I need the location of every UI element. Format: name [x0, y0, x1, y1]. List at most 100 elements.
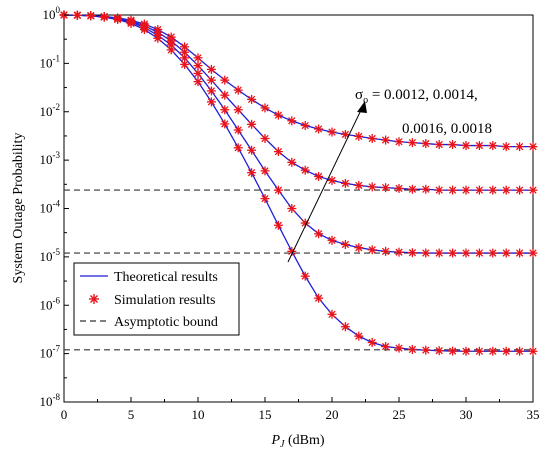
- simulation-marker: [314, 293, 324, 303]
- simulation-marker: [126, 18, 136, 28]
- simulation-marker: [421, 345, 431, 355]
- legend: Theoretical results Simulation results A…: [73, 262, 240, 336]
- simulation-marker: [367, 182, 377, 192]
- simulation-marker: [340, 240, 350, 250]
- simulation-marker: [474, 248, 484, 258]
- simulation-marker: [273, 147, 283, 157]
- simulation-marker: [233, 105, 243, 115]
- simulation-marker: [407, 248, 417, 258]
- simulation-marker: [367, 133, 377, 143]
- simulation-marker: [300, 271, 310, 281]
- simulation-marker: [394, 343, 404, 353]
- simulation-marker: [327, 127, 337, 137]
- simulation-marker: [340, 322, 350, 332]
- simulation-marker: [300, 120, 310, 130]
- simulation-marker: [448, 185, 458, 195]
- annotation-arrow: [287, 107, 363, 263]
- plot-frame: [63, 14, 534, 403]
- simulation-marker: [448, 140, 458, 150]
- legend-theoretical-label: Theoretical results: [114, 270, 218, 285]
- simulation-marker: [421, 184, 431, 194]
- simulation-marker: [488, 248, 498, 258]
- simulation-marker: [206, 75, 216, 85]
- simulation-marker: [314, 171, 324, 181]
- x-tick-label: 30: [460, 407, 473, 422]
- simulation-marker: [434, 185, 444, 195]
- simulation-marker: [287, 204, 297, 213]
- simulation-marker: [220, 105, 230, 115]
- simulation-marker: [381, 183, 391, 193]
- simulation-marker: [300, 165, 310, 175]
- simulation-marker: [394, 183, 404, 193]
- simulation-marker: [434, 346, 444, 356]
- simulation-marker: [180, 59, 190, 69]
- simulation-marker: [515, 142, 525, 152]
- simulation-marker: [407, 184, 417, 194]
- simulation-marker: [206, 97, 216, 107]
- simulation-marker: [515, 346, 525, 356]
- simulation-marker: [327, 235, 337, 245]
- simulation-marker: [354, 243, 364, 253]
- simulation-marker: [367, 245, 377, 255]
- simulation-marker: [528, 346, 538, 356]
- x-tick-label: 0: [61, 407, 68, 422]
- simulation-marker: [220, 119, 230, 129]
- y-tick-label: 10-1: [40, 53, 61, 70]
- simulation-marker: [166, 45, 176, 55]
- simulation-marker: [206, 86, 216, 96]
- simulation-marker: [99, 12, 109, 22]
- legend-asymptotic-label: Asymptotic bound: [114, 315, 218, 330]
- simulation-marker: [340, 178, 350, 188]
- annotation-arrowhead: [357, 101, 367, 113]
- simulation-marker: [394, 247, 404, 257]
- legend-box: [73, 262, 240, 336]
- series-markers: [59, 10, 538, 356]
- simulation-marker: [528, 185, 538, 195]
- simulation-marker: [273, 220, 283, 230]
- simulation-marker: [354, 180, 364, 190]
- simulation-marker: [273, 110, 283, 120]
- simulation-marker: [474, 141, 484, 151]
- simulation-marker: [381, 246, 391, 256]
- y-tick-label: 10-4: [40, 199, 61, 216]
- simulation-marker: [233, 85, 243, 95]
- simulation-marker: [314, 229, 324, 239]
- simulation-marker: [488, 346, 498, 356]
- simulation-marker: [515, 248, 525, 258]
- x-axis-title: PJ (dBm): [270, 433, 324, 450]
- simulation-marker: [273, 185, 283, 195]
- annotation-line-1: σo = 0.0012, 0.0014,: [355, 87, 478, 106]
- simulation-marker: [233, 143, 243, 153]
- simulation-marker: [193, 61, 203, 71]
- simulation-marker: [260, 103, 270, 113]
- simulation-marker: [461, 346, 471, 356]
- x-tick-label: 25: [393, 407, 406, 422]
- simulation-marker: [434, 248, 444, 258]
- simulation-marker: [260, 166, 270, 176]
- simulation-marker: [327, 175, 337, 185]
- simulation-marker: [474, 346, 484, 356]
- simulation-marker: [407, 138, 417, 148]
- simulation-marker: [220, 75, 230, 85]
- simulation-marker: [153, 33, 163, 43]
- simulation-marker: [421, 139, 431, 149]
- x-ticks: 0 5 10 15 20 25 30 35: [61, 397, 540, 422]
- simulation-marker: [421, 248, 431, 258]
- simulation-marker: [394, 137, 404, 147]
- y-tick-label: 10-3: [40, 150, 61, 167]
- simulation-marker: [247, 94, 257, 104]
- x-tick-label: 35: [527, 407, 540, 422]
- annotation-line-2: 0.0016, 0.0018: [402, 121, 492, 137]
- simulation-marker: [72, 10, 82, 20]
- simulation-marker: [139, 25, 149, 35]
- simulation-marker: [86, 11, 96, 21]
- simulation-marker: [501, 248, 511, 258]
- simulation-marker: [193, 53, 203, 63]
- simulation-marker: [501, 185, 511, 195]
- simulation-marker: [180, 42, 190, 52]
- simulation-marker: [233, 125, 243, 135]
- simulation-marker: [474, 185, 484, 195]
- y-axis-title: System Outage Probability: [11, 133, 26, 284]
- simulation-marker: [193, 77, 203, 87]
